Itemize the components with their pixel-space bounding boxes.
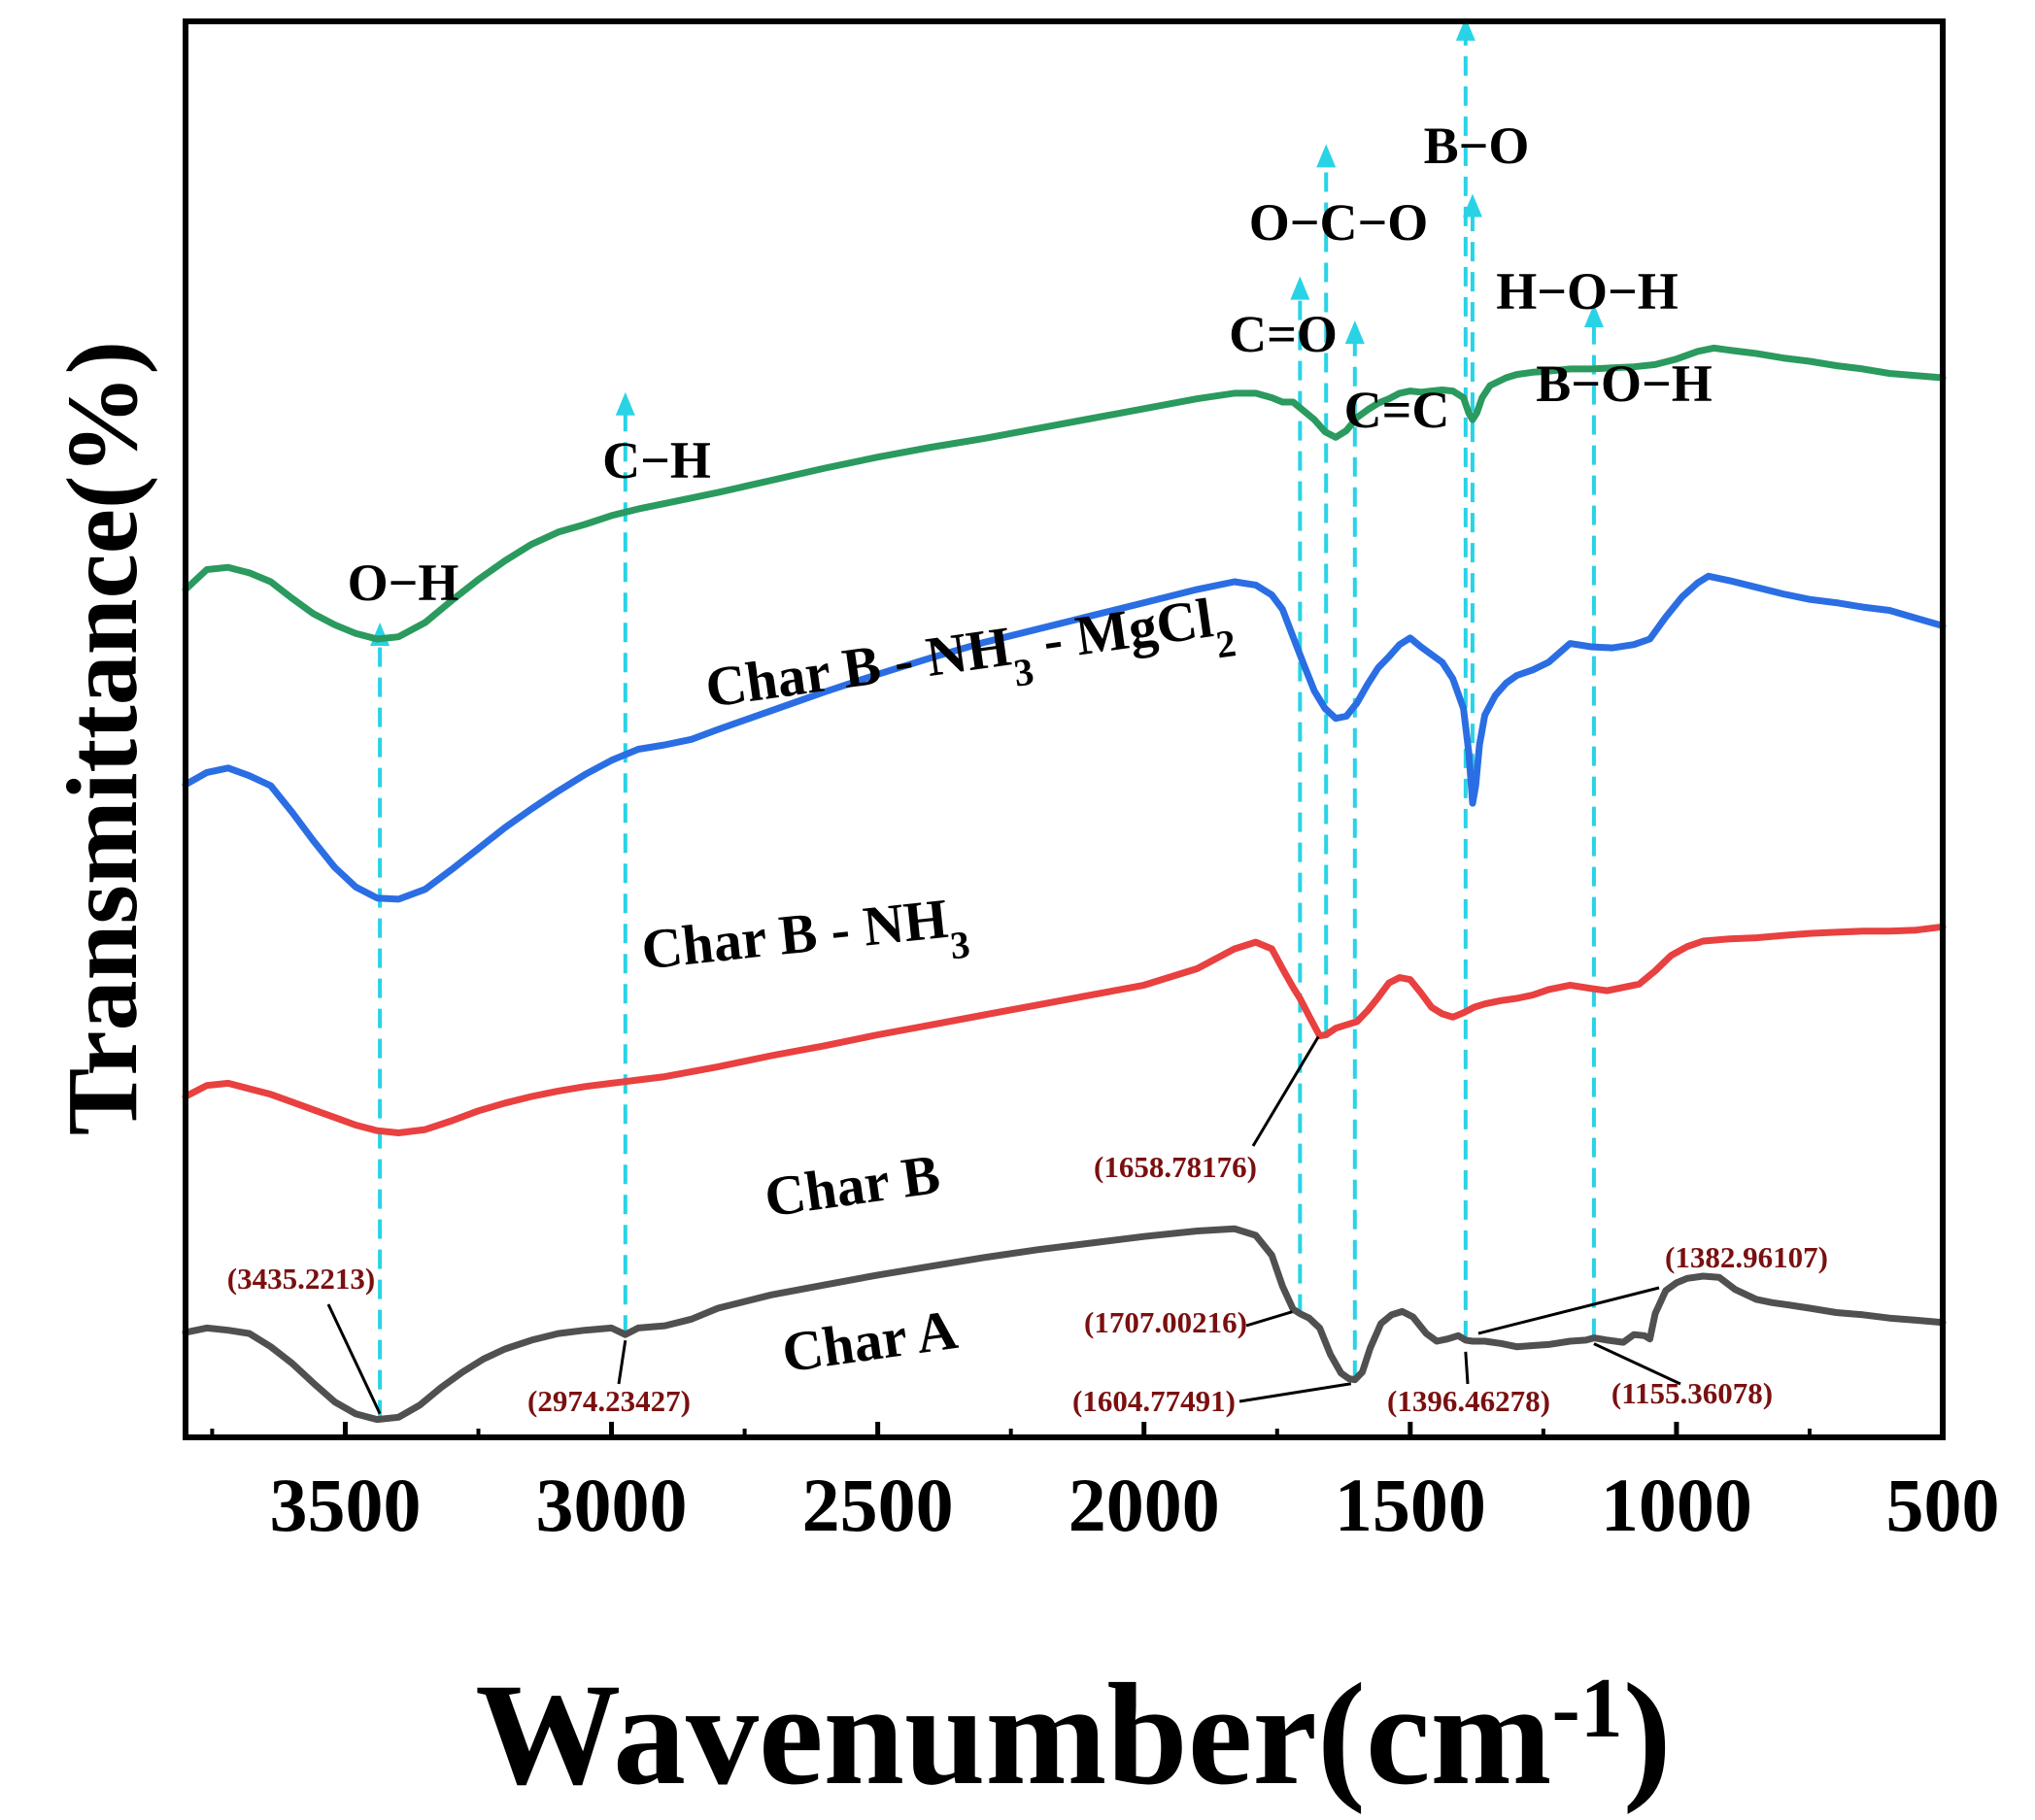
peak-label: (1382.96107) bbox=[1665, 1240, 1828, 1274]
x-tick-label: 1500 bbox=[1335, 1463, 1486, 1547]
series-line bbox=[182, 923, 1947, 1136]
bond-arrow-head bbox=[370, 622, 390, 646]
bond-arrow-head bbox=[1344, 320, 1365, 344]
series-label-text: - MgCl bbox=[1025, 586, 1216, 674]
series-label-subscript: 3 bbox=[948, 922, 972, 967]
x-axis-title: Wavenumber(cm-1) bbox=[475, 1654, 1671, 1815]
peak-label: (3435.2213) bbox=[227, 1262, 375, 1296]
peak-leader-line bbox=[1245, 1310, 1293, 1328]
peak-leader-line bbox=[1464, 1351, 1470, 1385]
bond-labels: O−H C−H C=O O−C−O C=C B−O H−O−H B−O−H bbox=[348, 117, 1713, 612]
bond-label: C=O bbox=[1229, 305, 1338, 363]
series-label-text: Char A bbox=[778, 1298, 961, 1385]
series-line bbox=[182, 572, 1947, 903]
peak-leader-line bbox=[326, 1303, 382, 1415]
peak-leader-line bbox=[617, 1339, 627, 1385]
bond-arrow-head bbox=[1583, 303, 1604, 327]
x-axis-title-superscript: -1 bbox=[1551, 1662, 1622, 1756]
peak-label: (1396.46278) bbox=[1387, 1384, 1550, 1418]
x-tick-label: 3500 bbox=[269, 1463, 421, 1547]
x-tick-label: 1000 bbox=[1601, 1463, 1752, 1547]
x-tick-label: 2500 bbox=[802, 1463, 954, 1547]
series-label-text: Char B - NH bbox=[638, 887, 950, 982]
peak-label: (1707.00216) bbox=[1084, 1305, 1247, 1339]
series-label-subscript: 2 bbox=[1213, 621, 1238, 666]
series-label: Char B - NH3 bbox=[638, 885, 971, 999]
bond-label: O−H bbox=[348, 554, 459, 612]
peak-label: (2974.23427) bbox=[527, 1384, 691, 1418]
x-axis-ticks: 3500 3000 2500 2000 1500 1000 500 bbox=[210, 1422, 2000, 1547]
peak-leader-line bbox=[1251, 1035, 1320, 1147]
bond-label: O−C−O bbox=[1249, 193, 1429, 252]
bond-label: H−O−H bbox=[1496, 262, 1679, 320]
peak-label: (1155.36078) bbox=[1611, 1376, 1773, 1410]
series-label: Char B bbox=[761, 1142, 943, 1230]
bond-label: C−H bbox=[602, 431, 711, 489]
bond-arrow-head bbox=[1316, 144, 1337, 168]
spectra-series bbox=[182, 344, 1947, 1424]
series-line bbox=[182, 1225, 1947, 1424]
bond-label: B−O−H bbox=[1536, 354, 1713, 413]
bond-arrow-head bbox=[1455, 17, 1475, 41]
peak-label: (1658.78176) bbox=[1094, 1150, 1257, 1184]
bond-label: B−O bbox=[1424, 117, 1530, 175]
bond-arrow-head bbox=[615, 391, 635, 416]
series-label-text: Char B bbox=[761, 1142, 943, 1230]
peak-label: (1604.77491) bbox=[1072, 1384, 1236, 1418]
series-label: Char A bbox=[778, 1298, 961, 1385]
bond-label: C=C bbox=[1344, 381, 1450, 439]
peak-leader-lines bbox=[326, 1035, 1681, 1415]
peak-leader-line bbox=[1238, 1382, 1352, 1403]
bond-arrow-head bbox=[1462, 193, 1482, 218]
x-tick-label: 500 bbox=[1886, 1463, 2000, 1547]
peak-leader-line bbox=[1477, 1286, 1660, 1335]
x-tick-label: 3000 bbox=[536, 1463, 688, 1547]
plot-frame bbox=[183, 18, 1946, 1440]
bond-arrow-head bbox=[1290, 276, 1310, 300]
x-axis-title-close: ) bbox=[1623, 1654, 1672, 1815]
series-line bbox=[182, 344, 1947, 643]
series-label-text: Char B - NH bbox=[701, 615, 1014, 720]
peak-labels: (3435.2213) (2974.23427) (1658.78176) (1707… bbox=[227, 1150, 1828, 1418]
y-axis-title: Transmittance(%) bbox=[47, 341, 158, 1135]
series-label: Char B - NH3 - MgCl2 bbox=[701, 583, 1238, 737]
peak-leader-line bbox=[1593, 1342, 1681, 1386]
x-axis-title-main: Wavenumber(cm bbox=[475, 1654, 1551, 1815]
x-tick-label: 2000 bbox=[1068, 1463, 1220, 1547]
bond-arrows bbox=[370, 17, 1604, 1420]
